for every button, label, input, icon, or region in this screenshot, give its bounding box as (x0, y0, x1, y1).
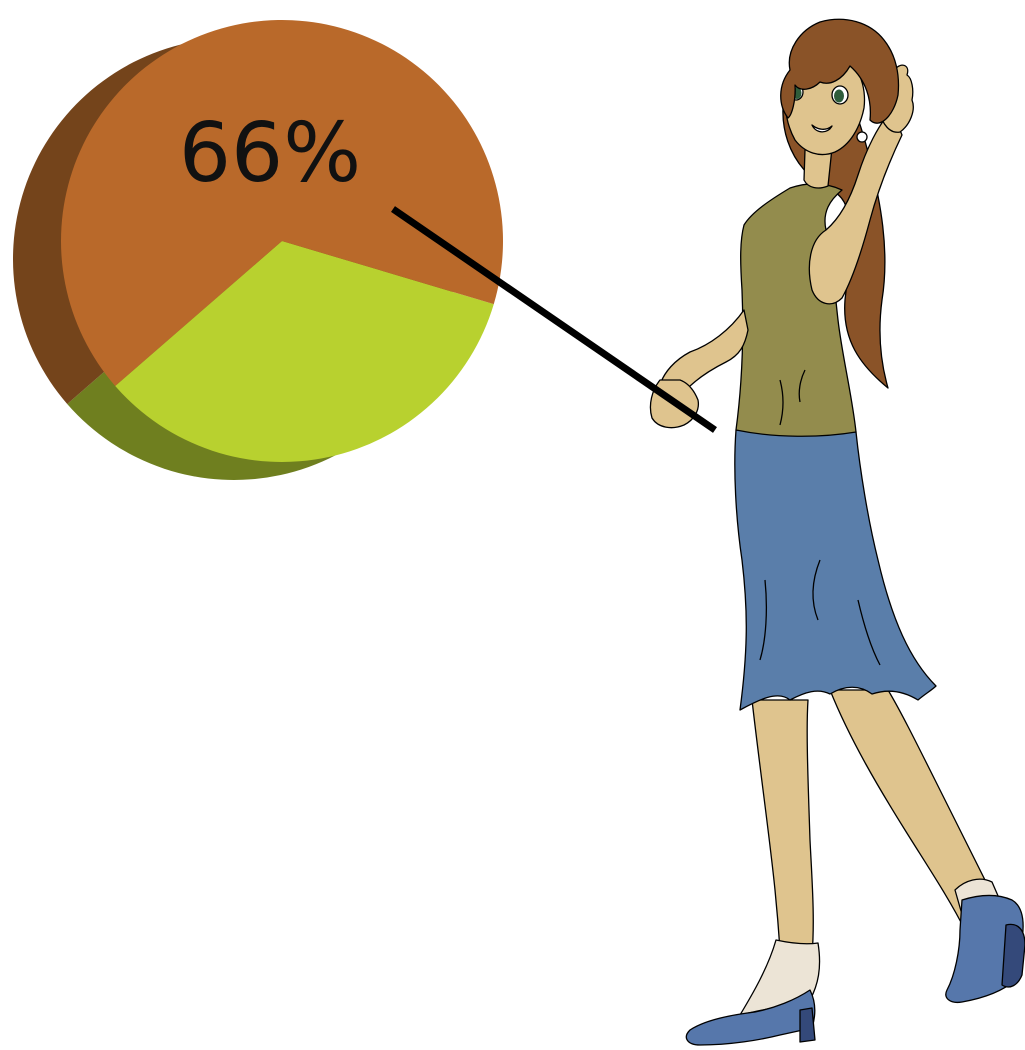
arm-raised (808, 109, 903, 305)
data-label-66: 66% (179, 106, 361, 201)
leg-front (751, 699, 814, 956)
shoe-front-heel (799, 1007, 816, 1043)
earring (856, 131, 868, 143)
top-fold (798, 369, 806, 403)
pie-slice-1 (115, 241, 494, 463)
pie-chart: 66% (12, 20, 503, 480)
neck (803, 147, 833, 189)
presenter-woman-icon (391, 18, 1025, 1046)
top-fold (779, 379, 784, 426)
pie-slice-0 (60, 20, 503, 386)
skirt (734, 429, 937, 711)
shoe-back-sole (1001, 923, 1025, 988)
mouth (811, 124, 833, 133)
skirt-fold (812, 559, 821, 621)
skirt-fold (857, 599, 881, 666)
eye-right-iris (834, 89, 844, 103)
hair-front (780, 18, 900, 124)
pointer-stick (391, 206, 717, 433)
pie-top (60, 20, 503, 463)
skirt-fold (759, 579, 768, 661)
